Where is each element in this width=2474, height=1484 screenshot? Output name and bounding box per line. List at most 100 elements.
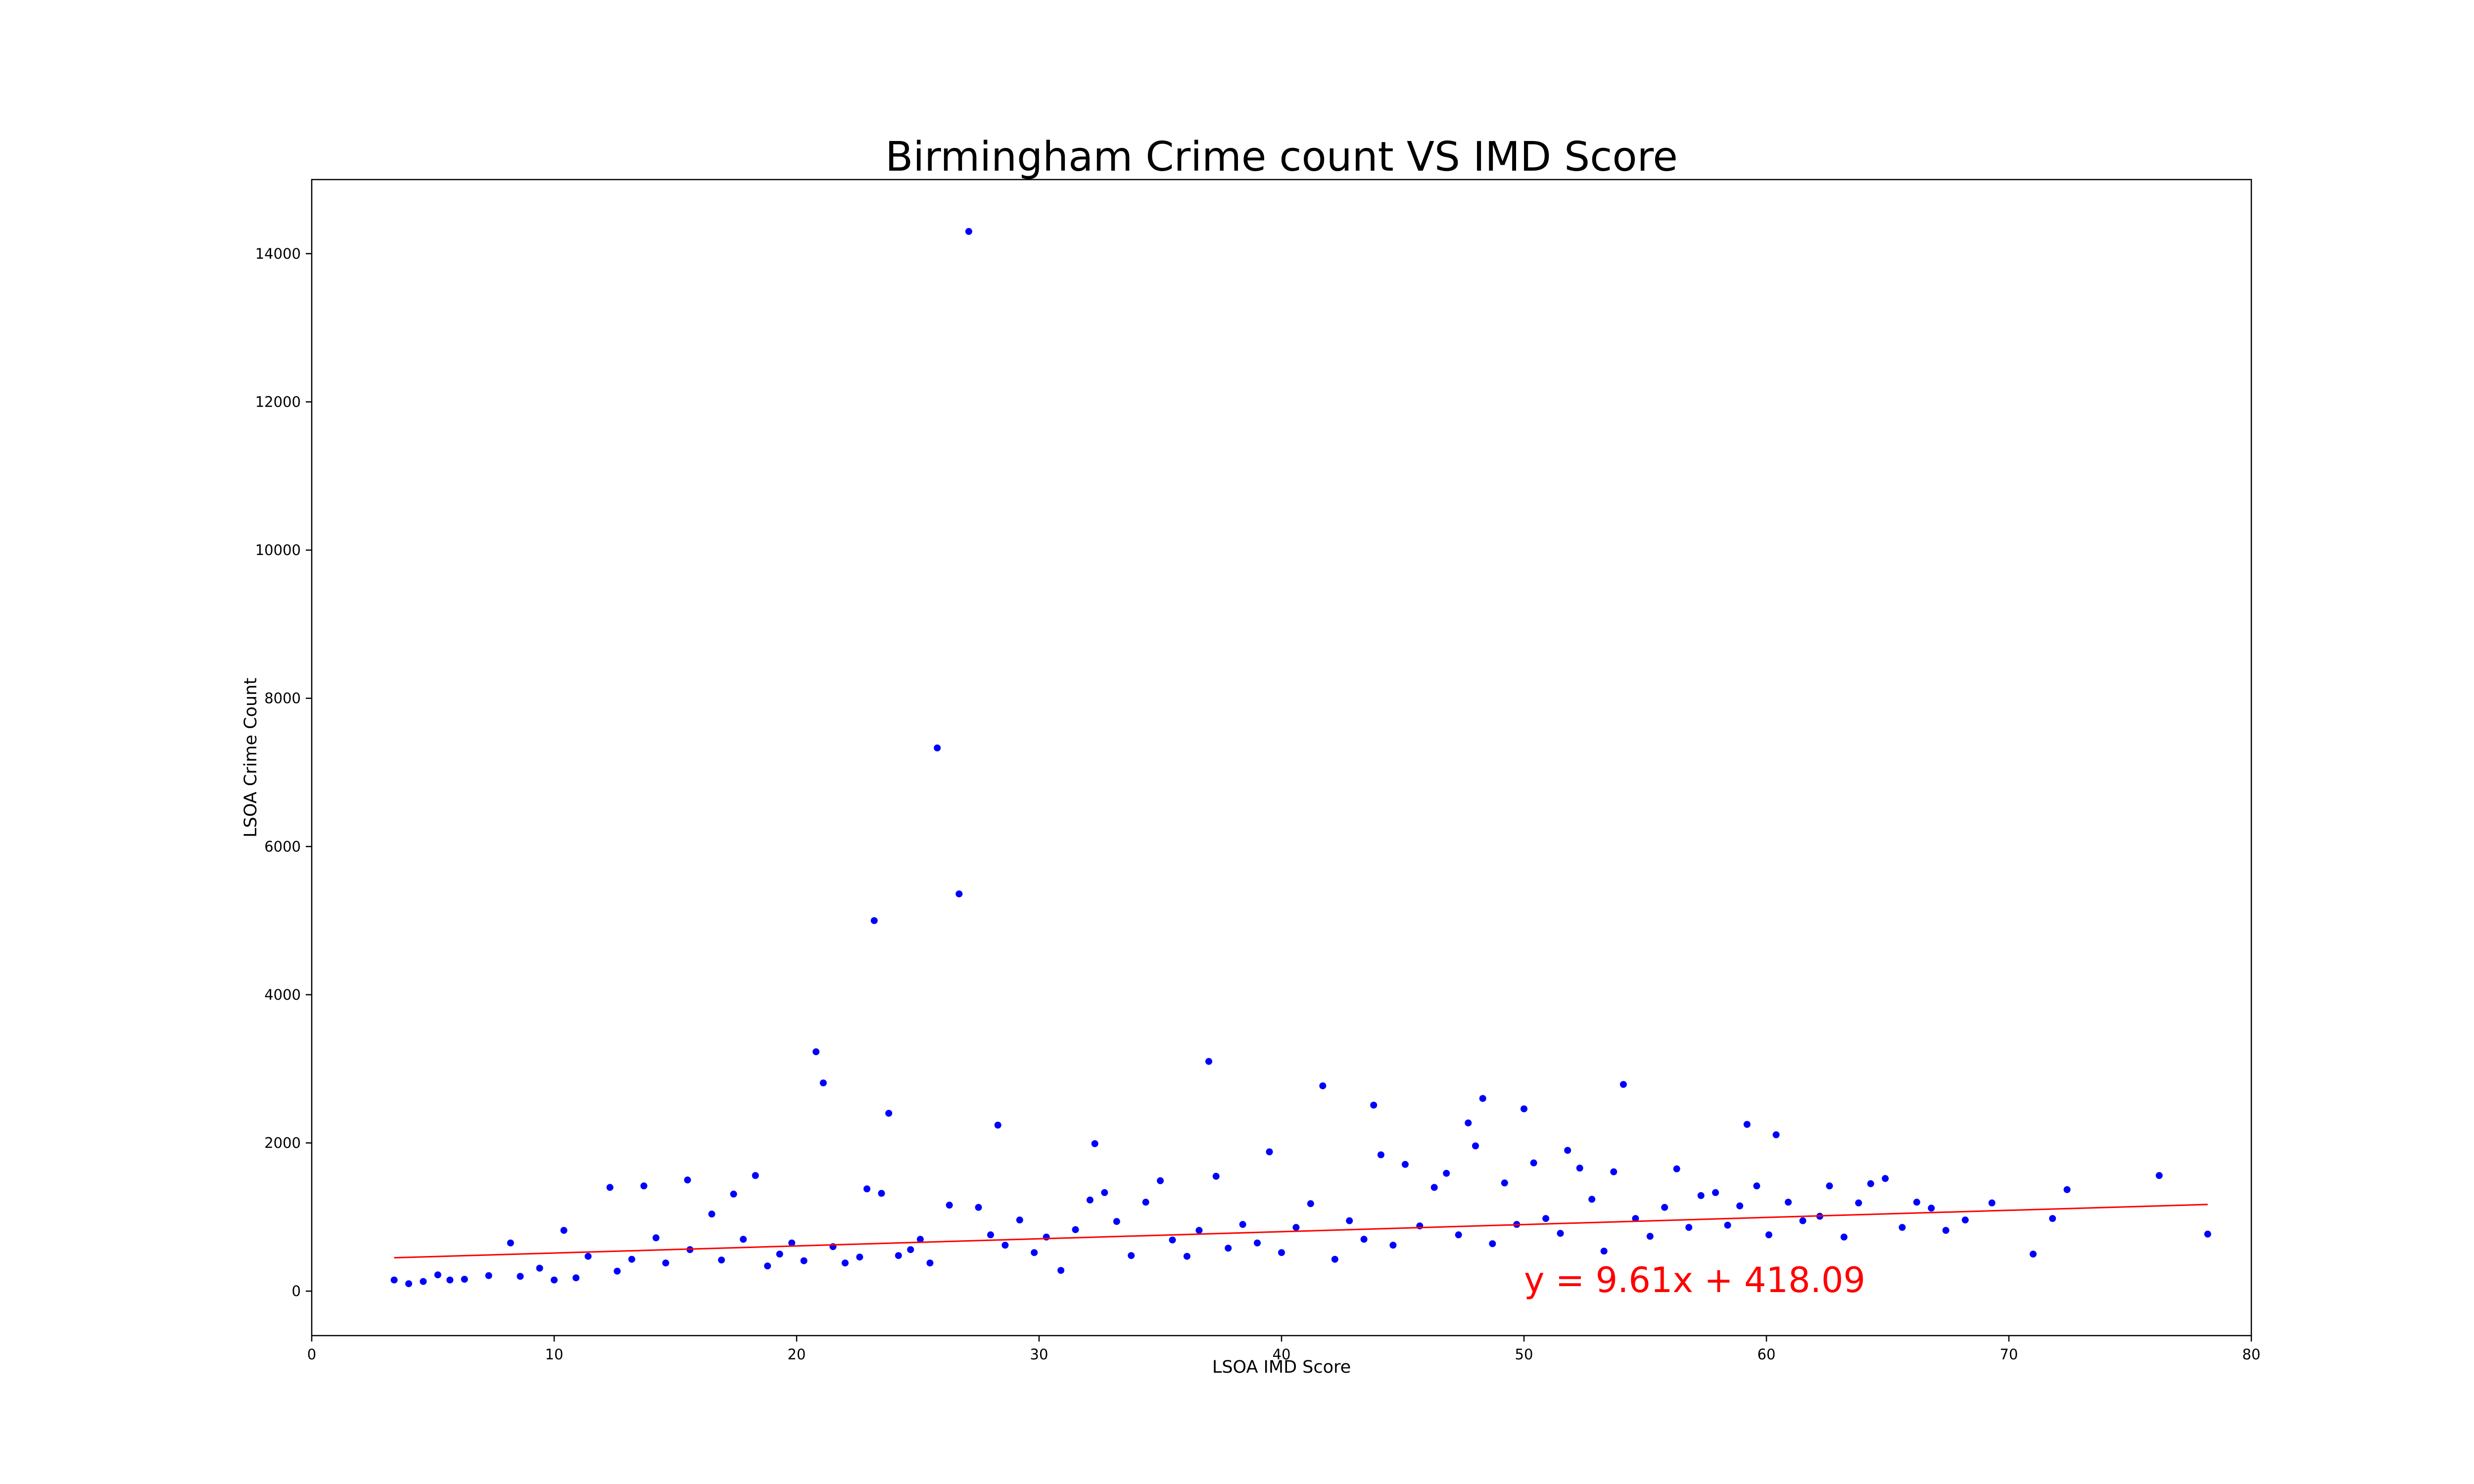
x-tick-label: 10 bbox=[545, 1346, 564, 1363]
scatter-point bbox=[1724, 1221, 1731, 1229]
scatter-point bbox=[926, 1259, 934, 1267]
scatter-point bbox=[1195, 1227, 1203, 1234]
y-tick-label: 10000 bbox=[255, 542, 301, 558]
scatter-point bbox=[1212, 1172, 1220, 1180]
scatter-point bbox=[730, 1190, 737, 1198]
regression-line bbox=[394, 1204, 2208, 1259]
scatter-point bbox=[1489, 1240, 1496, 1248]
scatter-point bbox=[1753, 1182, 1760, 1190]
scatter-point bbox=[856, 1253, 863, 1261]
scatter-point bbox=[895, 1252, 902, 1259]
scatter-point bbox=[708, 1210, 715, 1218]
scatter-point bbox=[788, 1239, 796, 1247]
scatter-point bbox=[1743, 1121, 1751, 1128]
scatter-point bbox=[1183, 1252, 1190, 1260]
scatter-point bbox=[1619, 1081, 1627, 1088]
scatter-point bbox=[1772, 1131, 1780, 1138]
x-tick-label: 40 bbox=[1273, 1346, 1291, 1363]
scatter-point bbox=[536, 1264, 543, 1272]
scatter-point bbox=[1479, 1095, 1486, 1102]
scatter-point bbox=[405, 1280, 412, 1288]
scatter-point bbox=[1736, 1202, 1744, 1209]
scatter-point bbox=[614, 1267, 621, 1275]
scatter-point bbox=[1712, 1189, 1719, 1196]
x-tick-label: 20 bbox=[788, 1346, 806, 1363]
scatter-point bbox=[1799, 1217, 1807, 1224]
scatter-point bbox=[1254, 1239, 1261, 1247]
scatter-point bbox=[1239, 1221, 1246, 1228]
scatter-point bbox=[517, 1273, 524, 1280]
scatter-point bbox=[1530, 1159, 1537, 1166]
x-tick-label: 80 bbox=[2242, 1346, 2261, 1363]
scatter-point bbox=[863, 1185, 871, 1193]
scatter-point bbox=[1016, 1216, 1023, 1224]
scatter-point bbox=[1043, 1233, 1050, 1241]
scatter-point bbox=[1319, 1082, 1327, 1090]
scatter-point bbox=[1988, 1199, 1996, 1206]
scatter-point bbox=[1961, 1216, 1969, 1224]
scatter-point bbox=[560, 1227, 568, 1234]
y-tick-label: 4000 bbox=[264, 986, 301, 1003]
scatter-point bbox=[628, 1255, 635, 1263]
scatter-point bbox=[390, 1276, 398, 1284]
scatter-point bbox=[916, 1236, 924, 1243]
scatter-point bbox=[1443, 1169, 1450, 1177]
y-axis-label: LSOA Crime Count bbox=[241, 678, 261, 837]
scatter-point bbox=[1307, 1200, 1314, 1207]
scatter-point bbox=[551, 1276, 558, 1284]
scatter-point bbox=[878, 1190, 885, 1197]
scatter-point bbox=[740, 1236, 747, 1243]
scatter-point bbox=[1646, 1233, 1654, 1240]
scatter-point bbox=[885, 1110, 893, 1117]
scatter-point bbox=[1632, 1215, 1639, 1222]
scatter-point bbox=[1588, 1196, 1596, 1203]
scatter-point bbox=[1673, 1165, 1680, 1172]
scatter-point bbox=[1942, 1227, 1950, 1234]
scatter-point bbox=[1157, 1177, 1164, 1184]
scatter-point bbox=[934, 744, 941, 751]
chart-title: Birmingham Crime count VS IMD Score bbox=[885, 134, 1678, 181]
scatter-point bbox=[1785, 1199, 1792, 1206]
scatter-point bbox=[946, 1202, 953, 1209]
scatter-point bbox=[907, 1246, 914, 1253]
scatter-point bbox=[640, 1182, 648, 1190]
scatter-point bbox=[2063, 1186, 2071, 1193]
scatter-point bbox=[1913, 1199, 1920, 1206]
scatter-point bbox=[1521, 1105, 1527, 1113]
scatter-point bbox=[1765, 1231, 1772, 1239]
scatter-point bbox=[1472, 1142, 1479, 1150]
x-tick-label: 70 bbox=[2000, 1346, 2018, 1363]
x-tick-label: 60 bbox=[1758, 1346, 1776, 1363]
scatter-point bbox=[812, 1048, 820, 1056]
y-tick-label: 12000 bbox=[255, 393, 301, 410]
scatter-point bbox=[1867, 1180, 1874, 1187]
scatter-point bbox=[1455, 1231, 1462, 1239]
scatter-point bbox=[1610, 1168, 1618, 1175]
scatter-point bbox=[446, 1276, 454, 1284]
scatter-point bbox=[584, 1252, 592, 1260]
y-tick-label: 0 bbox=[292, 1283, 301, 1299]
plot-area bbox=[390, 228, 2211, 1288]
scatter-point bbox=[1600, 1248, 1608, 1255]
scatter-point bbox=[1401, 1160, 1409, 1168]
scatter-point bbox=[1086, 1196, 1094, 1204]
x-axis-label: LSOA IMD Score bbox=[1212, 1357, 1351, 1377]
scatter-point bbox=[2049, 1215, 2056, 1222]
scatter-point bbox=[2155, 1172, 2163, 1179]
x-tick-label: 30 bbox=[1030, 1346, 1048, 1363]
scatter-point bbox=[718, 1256, 725, 1264]
scatter-point bbox=[1840, 1233, 1848, 1241]
scatter-point bbox=[1928, 1205, 1935, 1212]
scatter-point bbox=[1072, 1226, 1079, 1233]
scatter-point bbox=[1292, 1224, 1300, 1231]
scatter-point bbox=[819, 1079, 827, 1087]
scatter-point bbox=[606, 1184, 614, 1191]
x-tick-label: 0 bbox=[307, 1346, 316, 1363]
scatter-point bbox=[1266, 1148, 1273, 1156]
scatter-point bbox=[662, 1259, 669, 1267]
scatter-point bbox=[764, 1262, 771, 1270]
scatter-point bbox=[1576, 1164, 1583, 1172]
scatter-point bbox=[1113, 1218, 1120, 1225]
scatter-point bbox=[1142, 1199, 1149, 1206]
